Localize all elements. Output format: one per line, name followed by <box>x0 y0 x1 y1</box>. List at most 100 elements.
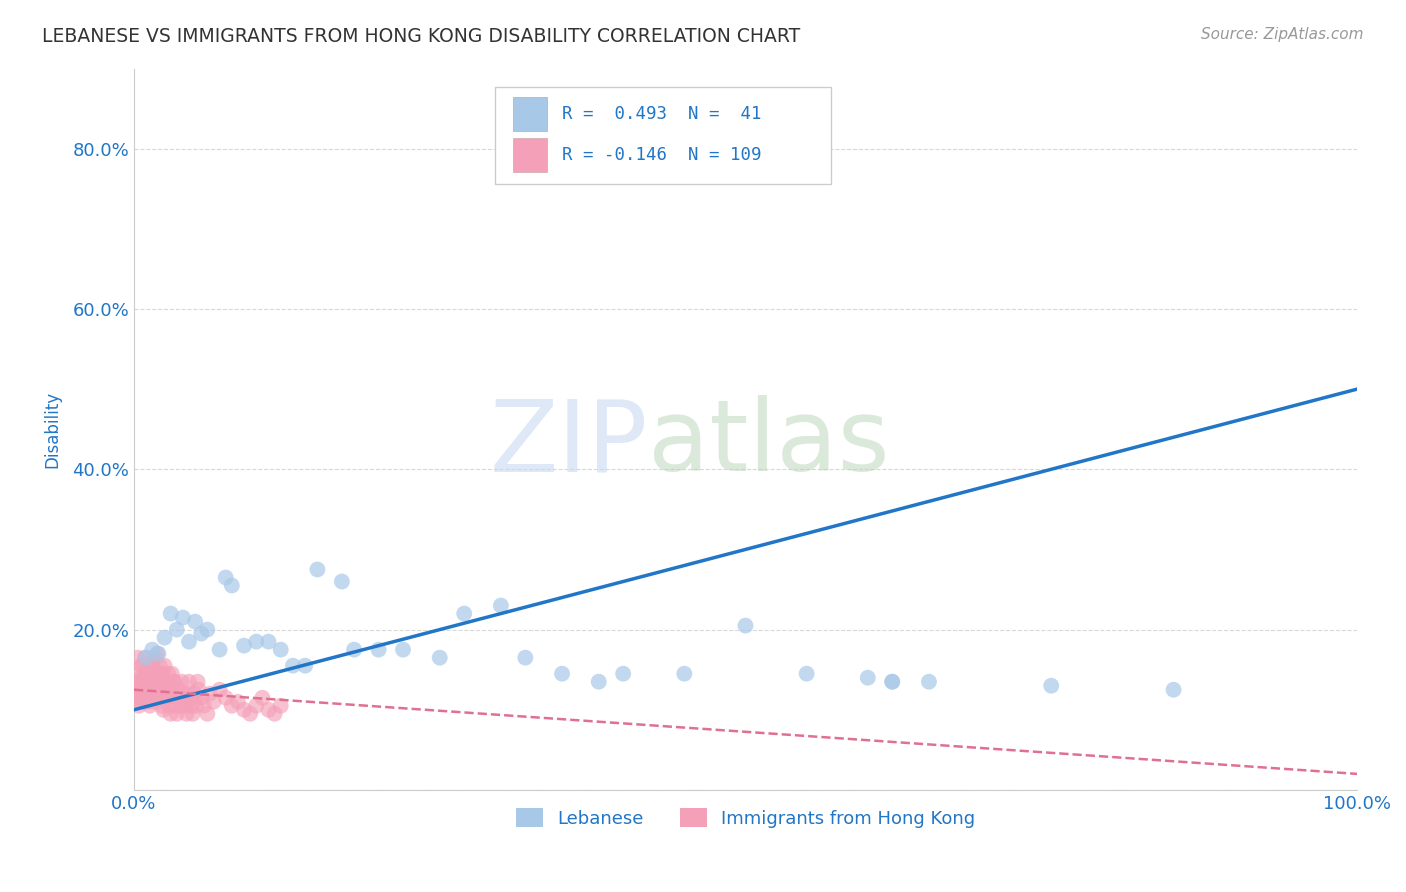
Point <box>148 666 170 681</box>
Text: R = -0.146  N = 109: R = -0.146 N = 109 <box>562 146 762 164</box>
Point <box>257 634 280 648</box>
Point <box>145 682 167 697</box>
Point <box>489 599 512 613</box>
Point <box>233 703 256 717</box>
Point <box>187 682 209 697</box>
Point <box>163 674 186 689</box>
Point <box>131 687 153 701</box>
Point <box>162 690 184 705</box>
Point <box>453 607 475 621</box>
Point <box>129 666 152 681</box>
Point <box>215 570 238 584</box>
Point <box>183 687 205 701</box>
Point <box>156 690 179 705</box>
Point <box>170 674 193 689</box>
Point <box>252 690 274 705</box>
Point <box>153 658 176 673</box>
Point <box>141 663 163 677</box>
Point <box>198 687 221 701</box>
Point <box>551 666 574 681</box>
Point <box>673 666 696 681</box>
Point <box>177 634 200 648</box>
Point <box>135 687 157 701</box>
Point <box>343 642 366 657</box>
Point <box>139 682 162 697</box>
Point <box>612 666 634 681</box>
Point <box>142 690 165 705</box>
Point <box>139 674 162 689</box>
Point <box>190 626 212 640</box>
Point <box>263 706 285 721</box>
Point <box>131 679 153 693</box>
Point <box>132 679 155 693</box>
Text: ZIP: ZIP <box>489 395 648 492</box>
Point <box>159 682 181 697</box>
Point <box>143 650 166 665</box>
Point <box>143 695 166 709</box>
Point <box>132 690 155 705</box>
Point <box>135 666 157 681</box>
Point <box>124 690 146 705</box>
Point <box>127 650 149 665</box>
Point <box>193 698 215 713</box>
Point <box>166 706 188 721</box>
Point <box>186 698 208 713</box>
Point <box>165 698 187 713</box>
Point <box>129 687 152 701</box>
Point <box>155 687 177 701</box>
Point <box>515 650 537 665</box>
Point <box>141 655 163 669</box>
Point <box>149 690 172 705</box>
Point <box>156 674 179 689</box>
Point <box>330 574 353 589</box>
Point <box>187 674 209 689</box>
Point <box>239 706 262 721</box>
Point <box>1163 682 1185 697</box>
Point <box>184 690 207 705</box>
Point <box>173 690 195 705</box>
Point <box>270 642 292 657</box>
Point <box>159 607 181 621</box>
Point <box>141 642 163 657</box>
Point <box>176 706 198 721</box>
Point <box>128 698 150 713</box>
Point <box>146 647 169 661</box>
Point <box>226 695 249 709</box>
Point <box>190 690 212 705</box>
Point <box>128 679 150 693</box>
Point <box>257 703 280 717</box>
Point <box>174 698 197 713</box>
Point <box>245 698 267 713</box>
Point <box>160 666 183 681</box>
Point <box>132 671 155 685</box>
Point <box>166 623 188 637</box>
Point <box>195 623 218 637</box>
Point <box>134 679 156 693</box>
Point <box>152 703 174 717</box>
Point <box>139 682 162 697</box>
Point <box>856 671 879 685</box>
Point <box>918 674 941 689</box>
Point <box>150 666 173 681</box>
Point <box>135 650 157 665</box>
Point <box>796 666 818 681</box>
Point <box>233 639 256 653</box>
Point <box>127 674 149 689</box>
Legend: Lebanese, Immigrants from Hong Kong: Lebanese, Immigrants from Hong Kong <box>509 801 983 835</box>
Point <box>167 690 190 705</box>
Y-axis label: Disability: Disability <box>44 391 60 467</box>
Point <box>159 698 181 713</box>
Point <box>882 674 904 689</box>
Point <box>141 674 163 689</box>
Point <box>159 706 181 721</box>
Point <box>153 631 176 645</box>
Point <box>588 674 610 689</box>
Point <box>882 674 904 689</box>
Point <box>245 634 267 648</box>
Point <box>148 647 170 661</box>
Point <box>138 695 160 709</box>
FancyBboxPatch shape <box>513 96 547 131</box>
Point <box>180 698 202 713</box>
Point <box>136 671 159 685</box>
Point <box>153 674 176 689</box>
